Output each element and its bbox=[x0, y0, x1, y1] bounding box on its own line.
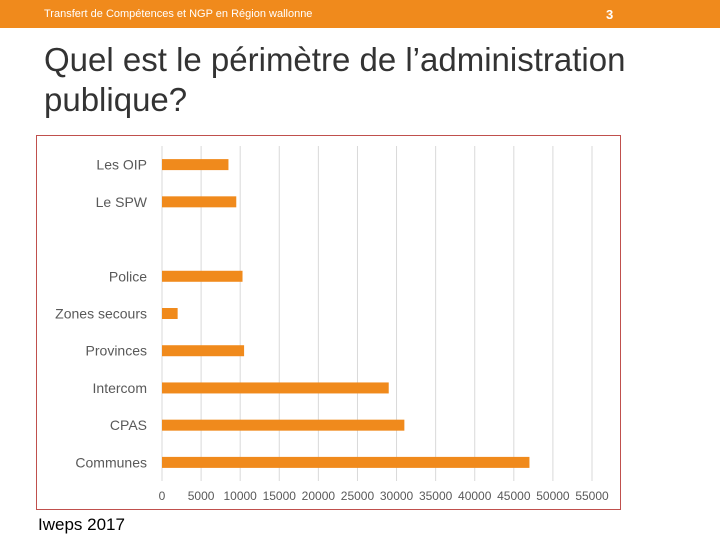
x-tick-label: 30000 bbox=[380, 489, 414, 503]
bar-chart: Les OIP Le SPW Police Zones secours Province… bbox=[55, 146, 609, 503]
slide-title: Quel est le périmètre de l’administratio… bbox=[44, 41, 626, 118]
bar-les-oip bbox=[162, 159, 229, 171]
x-tick-label: 15000 bbox=[263, 489, 297, 503]
chart-frame: Les OIP Le SPW Police Zones secours Province… bbox=[36, 135, 621, 510]
x-tick-label: 35000 bbox=[419, 489, 453, 503]
category-label: Zones secours bbox=[55, 306, 147, 322]
category-label: CPAS bbox=[110, 417, 147, 433]
bar-le-spw bbox=[162, 196, 237, 208]
x-tick-label: 45000 bbox=[497, 489, 531, 503]
x-tick-label: 10000 bbox=[223, 489, 257, 503]
category-label: Le SPW bbox=[96, 194, 148, 210]
x-tick-label: 40000 bbox=[458, 489, 492, 503]
x-tick-label: 25000 bbox=[341, 489, 375, 503]
header-subtitle: Transfert de Compétences et NGP en Régio… bbox=[44, 8, 313, 20]
category-label: Intercom bbox=[93, 380, 147, 396]
bar-zones-secours bbox=[162, 308, 178, 319]
bar-police bbox=[162, 270, 243, 282]
x-tick-label: 50000 bbox=[536, 489, 570, 503]
category-label: Communes bbox=[75, 454, 147, 470]
source-label: Iweps 2017 bbox=[38, 515, 125, 534]
category-label: Police bbox=[109, 268, 147, 284]
x-tick-label: 55000 bbox=[575, 489, 609, 503]
bar-provinces bbox=[162, 345, 245, 357]
header-bar: Transfert de Compétences et NGP en Régio… bbox=[0, 0, 720, 28]
bar-intercom bbox=[162, 382, 389, 394]
category-label: Provinces bbox=[86, 343, 147, 359]
category-label: Les OIP bbox=[96, 157, 147, 173]
bar-cpas bbox=[162, 419, 405, 431]
x-tick-label: 20000 bbox=[302, 489, 336, 503]
page-number: 3 bbox=[606, 7, 614, 22]
x-tick-label: 5000 bbox=[188, 489, 215, 503]
x-tick-label: 0 bbox=[159, 489, 166, 503]
bar-communes bbox=[162, 456, 530, 468]
